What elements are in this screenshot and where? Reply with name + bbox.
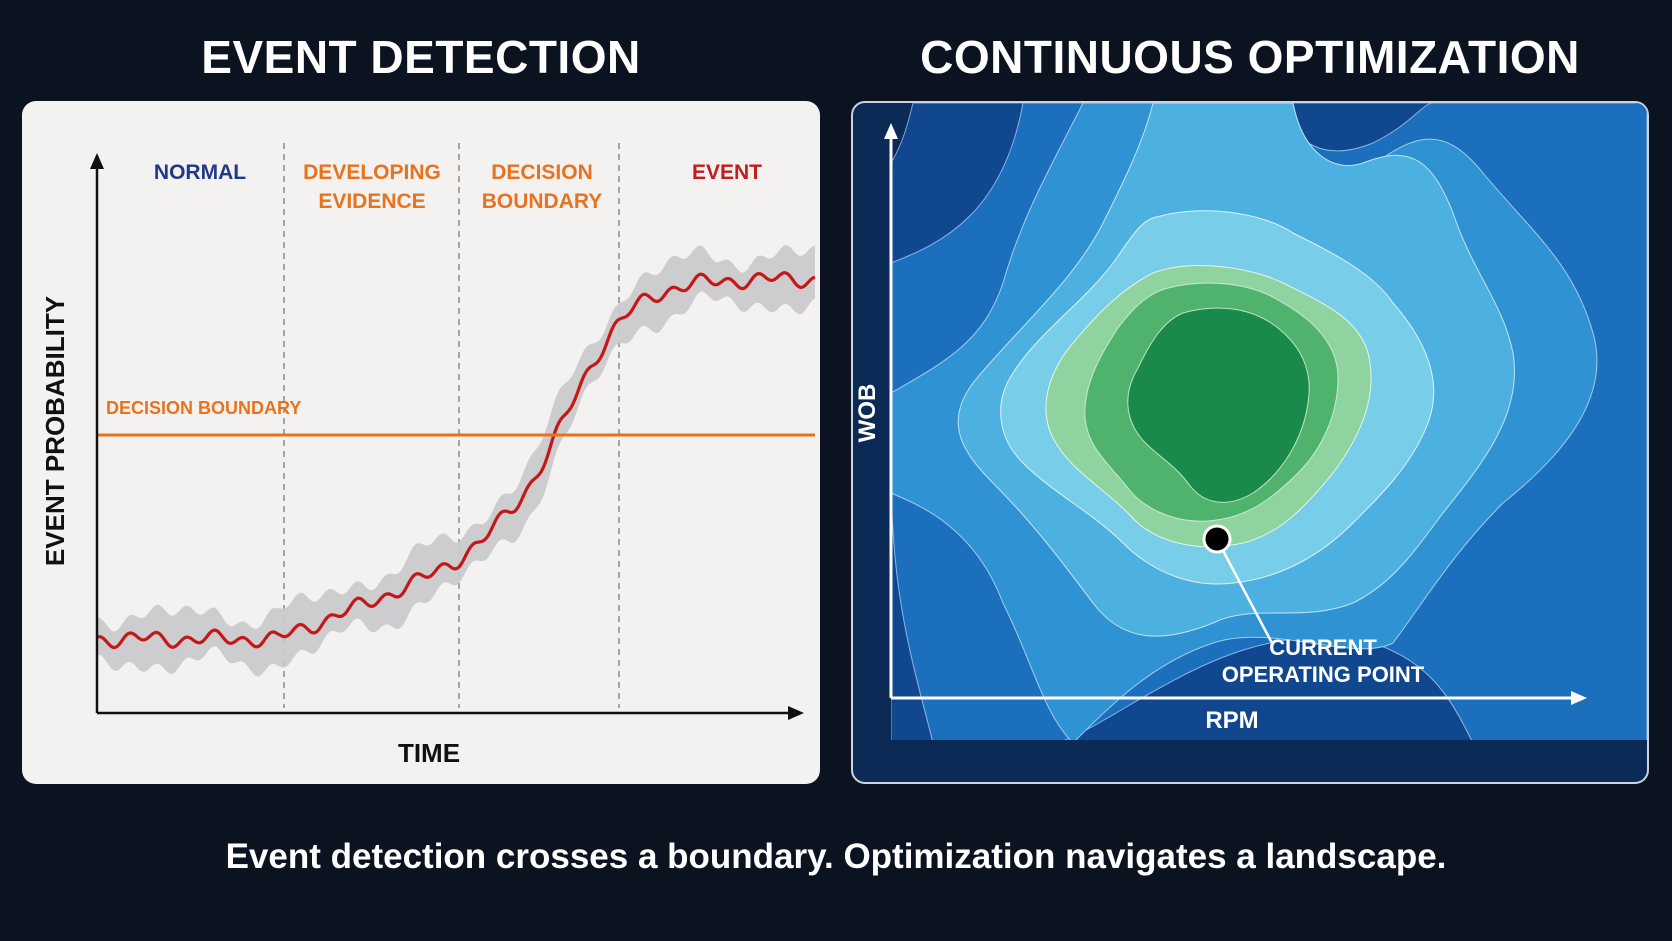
x-axis-label: TIME bbox=[398, 738, 460, 768]
svg-text:OPERATING POINT: OPERATING POINT bbox=[1222, 662, 1425, 687]
optimization-landscape: WOB RPM CURRENT OPERATING POINT bbox=[854, 103, 1647, 740]
contour-map bbox=[891, 103, 1647, 740]
svg-text:NORMAL: NORMAL bbox=[154, 161, 246, 184]
svg-text:CURRENT: CURRENT bbox=[1269, 635, 1377, 660]
wob-axis-arrow-icon bbox=[884, 123, 898, 139]
svg-text:EVENT: EVENT bbox=[692, 161, 762, 184]
phase-label-decision-boundary: DECISION BOUNDARY bbox=[482, 161, 603, 213]
svg-text:BOUNDARY: BOUNDARY bbox=[482, 190, 603, 213]
rpm-axis-arrow-icon bbox=[1571, 691, 1587, 705]
operating-point-label: CURRENT OPERATING POINT bbox=[1222, 635, 1425, 687]
svg-text:DEVELOPING: DEVELOPING bbox=[303, 161, 441, 184]
event-probability-signal bbox=[96, 271, 816, 650]
contour-level-8 bbox=[1127, 307, 1310, 503]
current-operating-point bbox=[1202, 524, 1232, 554]
continuous-optimization-panel: WOB RPM CURRENT OPERATING POINT bbox=[851, 101, 1649, 784]
event-detection-title: EVENT DETECTION bbox=[201, 31, 641, 83]
event-detection-chart: NORMAL DEVELOPING EVIDENCE DECISION BOUN… bbox=[40, 143, 816, 768]
phase-label-developing-evidence: DEVELOPING EVIDENCE bbox=[303, 161, 441, 213]
event-detection-panel: NORMAL DEVELOPING EVIDENCE DECISION BOUN… bbox=[22, 101, 820, 784]
wob-axis-label: WOB bbox=[854, 384, 881, 443]
svg-text:DECISION: DECISION bbox=[491, 161, 593, 184]
summary-caption: Event detection crosses a boundary. Opti… bbox=[225, 837, 1447, 876]
uncertainty-band bbox=[97, 245, 815, 677]
phase-label-event: EVENT bbox=[692, 161, 762, 184]
phase-label-normal: NORMAL bbox=[154, 161, 246, 184]
svg-text:EVIDENCE: EVIDENCE bbox=[318, 190, 425, 213]
rpm-axis-label: RPM bbox=[1205, 707, 1258, 734]
operating-point-leader-line bbox=[1217, 542, 1275, 646]
continuous-optimization-title: CONTINUOUS OPTIMIZATION bbox=[920, 31, 1580, 83]
y-axis-arrow-icon bbox=[90, 153, 104, 169]
decision-boundary-label: DECISION BOUNDARY bbox=[106, 398, 301, 418]
x-axis-arrow-icon bbox=[788, 706, 804, 720]
y-axis-label: EVENT PROBABILITY bbox=[40, 296, 70, 566]
